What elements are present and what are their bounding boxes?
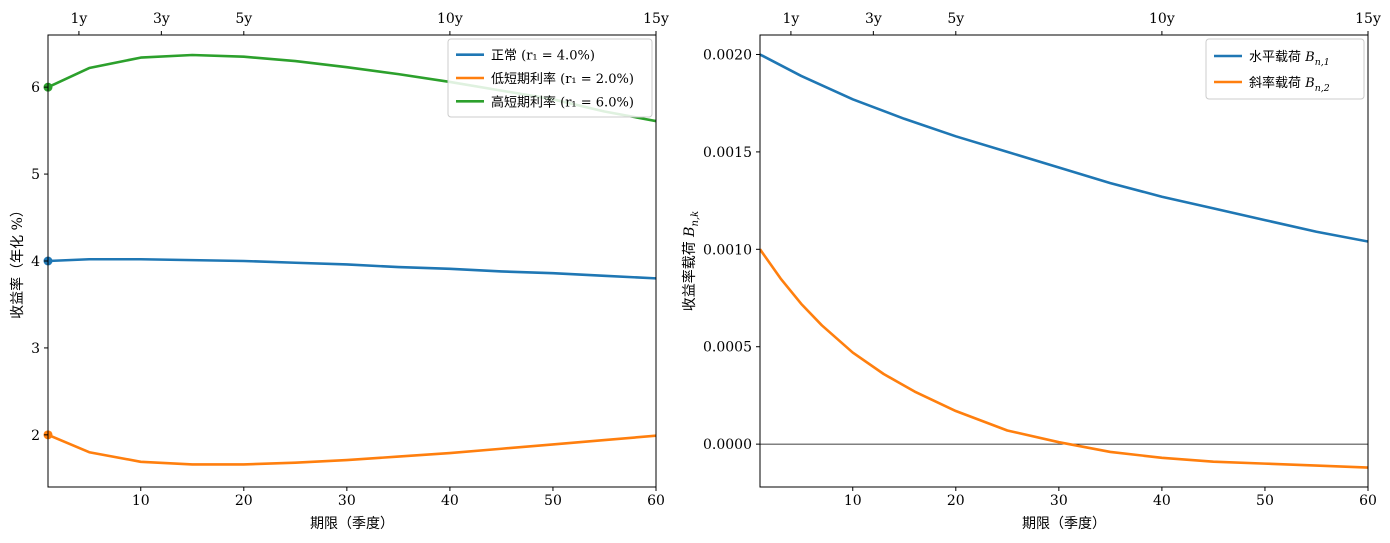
y-axis-label: 收益率载荷 Bn,k (681, 211, 701, 312)
y-tick-label: 0.0020 (703, 47, 752, 63)
x-tick-label: 10 (132, 493, 150, 509)
series-line-2 (48, 433, 656, 466)
y-tick-label: 2 (31, 428, 40, 444)
top-tick-label: 10y (437, 11, 463, 27)
x-tick-label: 20 (947, 493, 965, 509)
plot-frame (759, 34, 1369, 488)
y-axis-label: 收益率（年化 %） (9, 203, 26, 319)
y-tick-label: 0.0000 (703, 437, 752, 453)
series-line-1 (760, 53, 1368, 243)
top-tick-label: 1y (71, 11, 88, 27)
y-tick-label: 3 (31, 341, 40, 357)
yield-curve-panel: 10 20 30 40 50 60 1y 3y 5y 10y 15y 2 3 4 5 6 期限（季度） 收益率（年… (9, 11, 669, 532)
top-tick-label: 3y (153, 11, 170, 27)
x-tick-label: 30 (338, 493, 356, 509)
y-tick-label: 5 (31, 167, 40, 183)
legend-label-2: 低短期利率 (r₁ = 2.0%) (491, 71, 634, 87)
x-axis-label: 期限（季度） (1022, 516, 1106, 532)
x-tick-label: 10 (844, 493, 862, 509)
x-tick-label: 60 (1359, 493, 1377, 509)
legend-label-1: 水平载荷 Bn,1 (1249, 50, 1330, 68)
legend-label-1: 正常 (r₁ = 4.0%) (491, 49, 595, 64)
top-tick-label: 15y (643, 11, 669, 27)
legend-box (1205, 38, 1365, 100)
x-tick-label: 40 (1153, 493, 1171, 509)
top-tick-label: 3y (865, 11, 882, 27)
top-tick-label: 10y (1149, 11, 1175, 27)
x-tick-label: 60 (647, 493, 665, 509)
series-line-1 (48, 257, 656, 280)
legend-label-2: 斜率载荷 Bn,2 (1249, 75, 1330, 94)
x-axis-label: 期限（季度） (310, 516, 394, 532)
x-tick-label: 40 (441, 493, 459, 509)
loadings-panel: 10 20 30 40 50 60 1y 3y 5y 10y 15y 0.0000 0.0005 0.00… (681, 11, 1381, 532)
legend-box (447, 38, 653, 118)
top-tick-label: 5y (947, 11, 964, 27)
x-tick-label: 50 (1256, 493, 1274, 509)
x-tick-label: 20 (235, 493, 253, 509)
top-tick-label: 15y (1355, 11, 1381, 27)
y-tick-label: 0.0010 (703, 242, 752, 258)
legend-label-3: 高短期利率 (r₁ = 6.0%) (491, 94, 634, 110)
y-tick-label: 0.0005 (703, 340, 752, 356)
series-line-2 (760, 248, 1368, 469)
y-tick-label: 4 (31, 254, 40, 270)
top-tick-label: 1y (783, 11, 800, 27)
y-tick-label: 0.0015 (703, 145, 752, 161)
top-tick-label: 5y (235, 11, 252, 27)
y-tick-label: 6 (31, 80, 40, 96)
x-tick-label: 50 (544, 493, 562, 509)
x-tick-label: 30 (1050, 493, 1068, 509)
